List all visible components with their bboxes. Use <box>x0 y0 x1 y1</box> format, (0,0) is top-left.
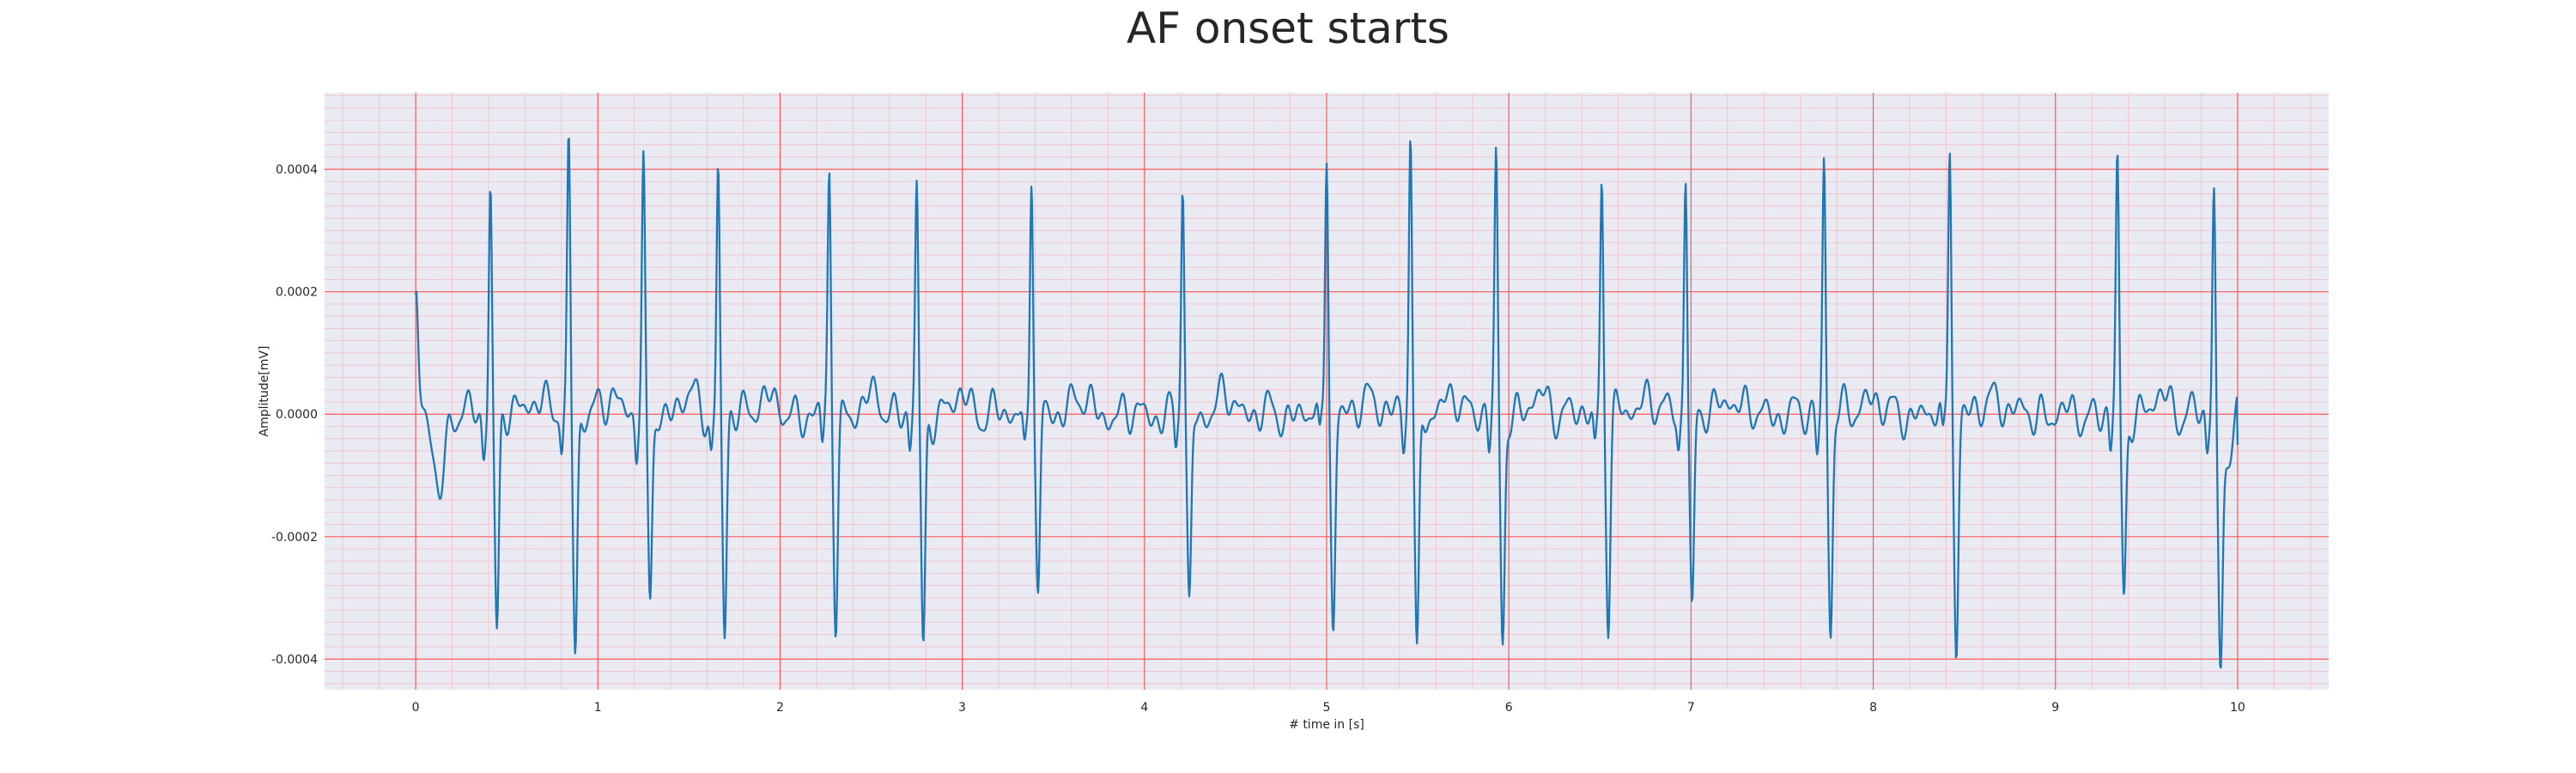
y-tick-label: -0.0004 <box>271 653 318 666</box>
x-axis-label: # time in [s] <box>1289 718 1364 732</box>
x-tick-label: 6 <box>1505 701 1513 715</box>
x-tick-label: 0 <box>412 701 420 715</box>
x-tick-label: 10 <box>2230 701 2245 715</box>
x-axis-ticks: 0 1 2 3 4 5 6 7 8 9 10 <box>412 701 2245 715</box>
x-tick-label: 2 <box>776 701 784 715</box>
y-tick-label: 0.0002 <box>276 286 318 300</box>
x-tick-label: 3 <box>958 701 966 715</box>
x-tick-label: 5 <box>1323 701 1331 715</box>
y-tick-label: 0.0004 <box>276 163 318 177</box>
x-tick-label: 7 <box>1687 701 1695 715</box>
x-tick-label: 1 <box>594 701 602 715</box>
x-tick-label: 4 <box>1140 701 1148 715</box>
ecg-signal-line <box>414 137 2239 669</box>
x-tick-label: 8 <box>1869 701 1877 715</box>
chart-title: AF onset starts <box>1127 3 1449 53</box>
y-tick-label: -0.0002 <box>271 531 318 545</box>
y-tick-label: 0.0000 <box>276 408 318 422</box>
x-tick-label: 9 <box>2051 701 2059 715</box>
y-axis-ticks: 0.0004 0.0002 0.0000 -0.0002 -0.0004 <box>271 163 318 666</box>
y-axis-label: Amplitude[mV] <box>258 346 271 437</box>
